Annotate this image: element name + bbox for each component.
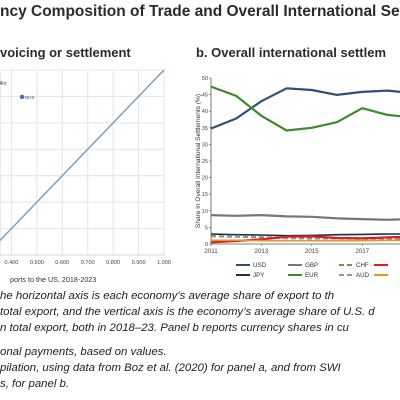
point-label: KAZ [0,80,3,85]
y-tick-label: 45 [202,93,208,99]
x-tick-label: 0.500 [30,260,44,266]
y-tick-label: 35 [202,126,208,132]
x-tick-label: 0.400 [4,260,18,266]
panel-a-subtitle: voicing or settlement [0,45,131,60]
series-line [210,87,400,130]
y-tick-label: 50 [202,76,208,82]
x-axis-label: ports to the US, 2018-2023 [10,275,96,284]
note-line-4: onal payments, based on values. [0,346,167,358]
point-label: BHS [25,95,34,100]
y-tick-label: 0 [205,242,208,248]
y-tick-label: 40 [202,109,208,115]
x-tick-label: 0.600 [55,260,69,266]
x-tick-label: 0.900 [132,260,146,266]
series-line [210,85,400,132]
note-line-1: he horizontal axis is each economy’s ave… [0,290,335,302]
x-tick-label: 2015 [305,248,319,255]
y-tick-label: 25 [202,159,208,165]
x-tick-label: 0.800 [106,260,120,266]
point-label: PER [0,81,8,86]
legend-label: JPY [253,272,264,279]
scatter-chart: 0.400 0.500 0.600 0.700 0.800 0.900 1.000 KAZPE… [0,69,171,284]
y-tick-label: 5 [205,225,208,231]
x-tick-label: 2011 [204,248,218,255]
legend-label: AUD [356,272,370,279]
line-chart: 0 5 10 15 20 25 30 35 40 45 50 2011 2013 2015 2017 Shar… [195,76,400,279]
legend-label: USD [253,262,267,269]
series-line [210,214,400,221]
y-tick-label: 15 [202,192,208,198]
legend-label: CHF [356,262,369,269]
y-axis-label: Share in Overall International Settlemen… [195,94,202,228]
y-tick-label: 20 [202,176,208,182]
panel-b-subtitle: b. Overall international settlem [196,45,386,60]
note-line-2: total export, and the vertical axis is t… [0,306,375,318]
plot-area [0,69,165,256]
legend-label: EUR [305,272,319,279]
source-line-1: pilation, using data from Boz et al. (20… [0,362,341,374]
diagonal-line [0,69,165,242]
x-tick-label: 2017 [355,248,369,255]
figure-title: ncy Composition of Trade and Overall Int… [0,3,400,20]
y-tick-label: 30 [202,142,208,148]
series-line [210,235,400,240]
x-tick-label: 1.000 [157,260,171,266]
y-tick-label: 10 [202,209,208,215]
x-tick-label: 2013 [255,248,269,255]
legend-label: GBP [305,262,318,269]
x-tick-label: 0.700 [81,260,95,266]
note-line-3: n total export, both in 2018–23. Panel b… [0,322,349,334]
data-point [19,94,25,100]
source-line-2: s, for panel b. [0,378,70,390]
